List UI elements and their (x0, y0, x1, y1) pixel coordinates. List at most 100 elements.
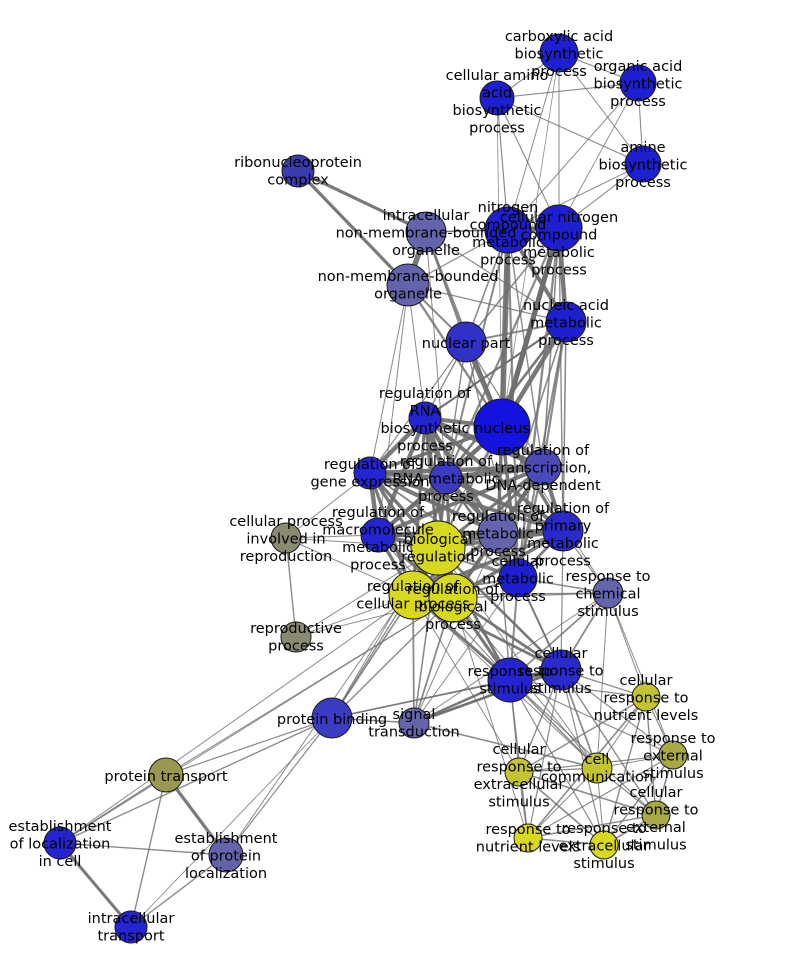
graph-edge (496, 97, 644, 165)
graph-node-cellular-response-to-nutrient-levels[interactable]: cellular response to nutrient levels (631, 682, 661, 712)
graph-node-nitrogen-compound-metabolic-process[interactable]: nitrogen compound metabolic process (484, 206, 532, 254)
graph-node-response-to-nutrient-levels[interactable]: response to nutrient levels (513, 823, 543, 853)
graph-edge (413, 722, 598, 769)
graph-node-response-to-extracellular-stimulus[interactable]: response to extracellular stimulus (589, 830, 619, 860)
graph-edge (497, 532, 562, 671)
graph-edge (424, 321, 567, 419)
graph-node-establishment-of-protein-localization[interactable]: establishment of protein localization (208, 837, 244, 873)
graph-edge (285, 537, 297, 638)
graph-edge (558, 52, 644, 165)
graph-node-reproductive-process[interactable]: reproductive process (280, 621, 312, 653)
graph-edge (295, 547, 439, 638)
graph-edge (130, 854, 227, 928)
graph-node-nuclear-part[interactable]: nuclear part (445, 321, 487, 363)
graph-edge (507, 229, 544, 468)
graph-edge (497, 532, 511, 681)
graph-edge (413, 577, 519, 724)
graph-edge (518, 771, 605, 846)
graph-node-regulation-of-transcription-dna-dependent[interactable]: regulation of transcription, DNA-depende… (524, 448, 562, 486)
graph-edge (507, 52, 560, 231)
graph-edge (331, 597, 454, 719)
graph-edge (497, 229, 509, 534)
graph-node-protein-binding[interactable]: protein binding (311, 697, 353, 739)
graph-edge (59, 594, 414, 844)
graph-node-organic-acid-biosynthetic-process[interactable]: organic acid biosynthetic process (619, 64, 657, 102)
graph-edge (412, 594, 520, 773)
graph-node-cellular-process-involved-in-reproduction[interactable]: cellular process involved in reproductio… (270, 522, 302, 554)
graph-edge (452, 597, 529, 839)
graph-edge (560, 669, 605, 846)
graph-node-biological-regulation[interactable]: biological regulation (410, 520, 466, 576)
graph-node-cellular-response-to-stimulus[interactable]: cellular response to stimulus (540, 649, 582, 691)
graph-node-regulation-of-biological-process[interactable]: regulation of biological process (428, 573, 478, 623)
graph-node-establishment-of-localization-in-cell[interactable]: establishment of localization in cell (43, 826, 77, 860)
graph-edge (509, 679, 647, 698)
graph-edge (509, 679, 657, 816)
graph-edge (501, 426, 609, 594)
graph-edge (367, 470, 501, 536)
graph-edge (507, 82, 639, 231)
graph-edge (369, 284, 409, 474)
graph-edge (296, 169, 410, 287)
graph-node-protein-transport[interactable]: protein transport (148, 757, 184, 793)
graph-edge (527, 754, 674, 839)
graph-edge (499, 225, 562, 430)
graph-edge (518, 696, 647, 773)
graph-node-intracellular-transport[interactable]: intracellular transport (114, 910, 148, 944)
graph-node-regulation-of-primary-metabolic-process[interactable]: regulation of primary metabolic process (542, 510, 584, 552)
graph-node-non-membrane-bounded-organelle[interactable]: non-membrane-bounded organelle (386, 263, 430, 307)
graph-edge (527, 669, 562, 839)
graph-edge (496, 97, 560, 229)
graph-node-regulation-of-macromolecule-metabolic-process[interactable]: regulation of macromolecule metabolic pr… (360, 517, 396, 553)
graph-node-amine-biosynthetic-process[interactable]: amine biosynthetic process (624, 145, 662, 183)
graph-node-cellular-nitrogen-compound-metabolic-process[interactable]: cellular nitrogen compound metabolic pro… (535, 204, 583, 252)
graph-edge (645, 696, 657, 816)
graph-node-cellular-response-to-external-stimulus[interactable]: cellular response to external stimulus (641, 800, 671, 830)
graph-node-regulation-of-rna-biosynthetic-process[interactable]: regulation of RNA biosynthetic process (408, 401, 442, 435)
graph-edge (607, 592, 674, 756)
graph-node-nucleic-acid-metabolic-process[interactable]: nucleic acid metabolic process (545, 301, 587, 343)
graph-node-response-to-stimulus[interactable]: response to stimulus (487, 657, 533, 703)
graph-node-cellular-metabolic-process[interactable]: cellular metabolic process (498, 558, 538, 598)
graph-edge (465, 227, 560, 343)
node-layer[interactable]: carboxylic acid biosynthetic process orga… (43, 33, 688, 944)
graph-node-regulation-of-rna-metabolic-process[interactable]: regulation of RNA metabolic process (429, 461, 463, 495)
graph-node-response-to-chemical-stimulus[interactable]: response to chemical stimulus (592, 577, 624, 609)
graph-edge (58, 841, 133, 929)
graph-edge (558, 227, 564, 532)
graph-edge (377, 284, 409, 536)
graph-node-regulation-of-metabolic-process[interactable]: regulation of metabolic process (477, 512, 519, 554)
graph-node-signal-transduction[interactable]: signal transduction (398, 707, 430, 739)
graph-node-cell-communication[interactable]: cell communication (581, 752, 613, 784)
graph-edge (527, 814, 657, 839)
graph-node-cellular-response-to-extracellular-stimulus[interactable]: cellular response to extracellular stimu… (504, 757, 534, 787)
graph-edge (607, 592, 647, 698)
graph-edge (425, 231, 567, 323)
graph-edge (412, 668, 563, 725)
graph-edge (562, 321, 567, 532)
graph-edge (603, 696, 647, 846)
graph-node-carboxylic-acid-biosynthetic-process[interactable]: carboxylic acid biosynthetic process (539, 33, 579, 73)
graph-edge (509, 679, 605, 846)
graph-edge (368, 471, 565, 533)
graph-edge (59, 597, 454, 844)
graph-edge (59, 717, 333, 844)
graph-edge (413, 532, 499, 724)
graph-edge (436, 546, 563, 672)
graph-node-nucleus[interactable]: nucleus (473, 398, 531, 456)
graph-node-response-to-external-stimulus[interactable]: response to external stimulus (658, 740, 688, 770)
graph-edge (603, 754, 674, 846)
graph-edge (407, 284, 567, 323)
graph-node-intracellular-non-membrane-bounded-organelle[interactable]: intracellular non-membrane-bounded organ… (405, 211, 447, 253)
graph-edge (497, 321, 567, 534)
graph-node-cellular-amino-acid-biosynthetic-process[interactable]: cellular amino acid biosynthetic process (479, 80, 515, 116)
graph-edge (59, 842, 227, 856)
graph-edge (501, 52, 560, 428)
graph-node-regulation-of-gene-expression[interactable]: regulation of gene expression (353, 456, 387, 490)
graph-edge (285, 472, 371, 539)
graph-edge (596, 592, 609, 769)
graph-edge (331, 594, 414, 719)
graph-node-ribonucleoprotein-complex[interactable]: ribonucleoprotein complex (281, 154, 315, 188)
